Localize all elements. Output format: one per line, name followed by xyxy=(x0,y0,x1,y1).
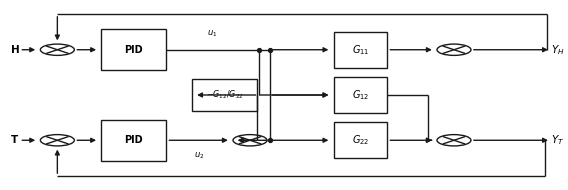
Text: PID: PID xyxy=(124,135,143,145)
Circle shape xyxy=(437,44,471,55)
Circle shape xyxy=(437,135,471,146)
Circle shape xyxy=(233,135,267,146)
Text: $u_2$: $u_2$ xyxy=(194,151,205,161)
Text: PID: PID xyxy=(124,45,143,55)
Text: $G_{11}$: $G_{11}$ xyxy=(352,43,369,57)
Bar xyxy=(101,120,166,161)
Bar xyxy=(333,122,387,158)
Circle shape xyxy=(40,44,74,55)
Bar xyxy=(192,79,257,111)
Text: T: T xyxy=(11,135,18,145)
Text: $Y_H$: $Y_H$ xyxy=(551,43,565,57)
Text: $G_{22}$: $G_{22}$ xyxy=(352,133,369,147)
Bar xyxy=(333,77,387,113)
Text: $u_1$: $u_1$ xyxy=(207,29,218,39)
Text: $-G_{12}/G_{22}$: $-G_{12}/G_{22}$ xyxy=(206,89,243,101)
Text: $Y_T$: $Y_T$ xyxy=(551,133,565,147)
Text: $G_{12}$: $G_{12}$ xyxy=(352,88,369,102)
Circle shape xyxy=(40,135,74,146)
Text: H: H xyxy=(11,45,20,55)
Bar xyxy=(101,29,166,70)
Bar xyxy=(333,32,387,68)
